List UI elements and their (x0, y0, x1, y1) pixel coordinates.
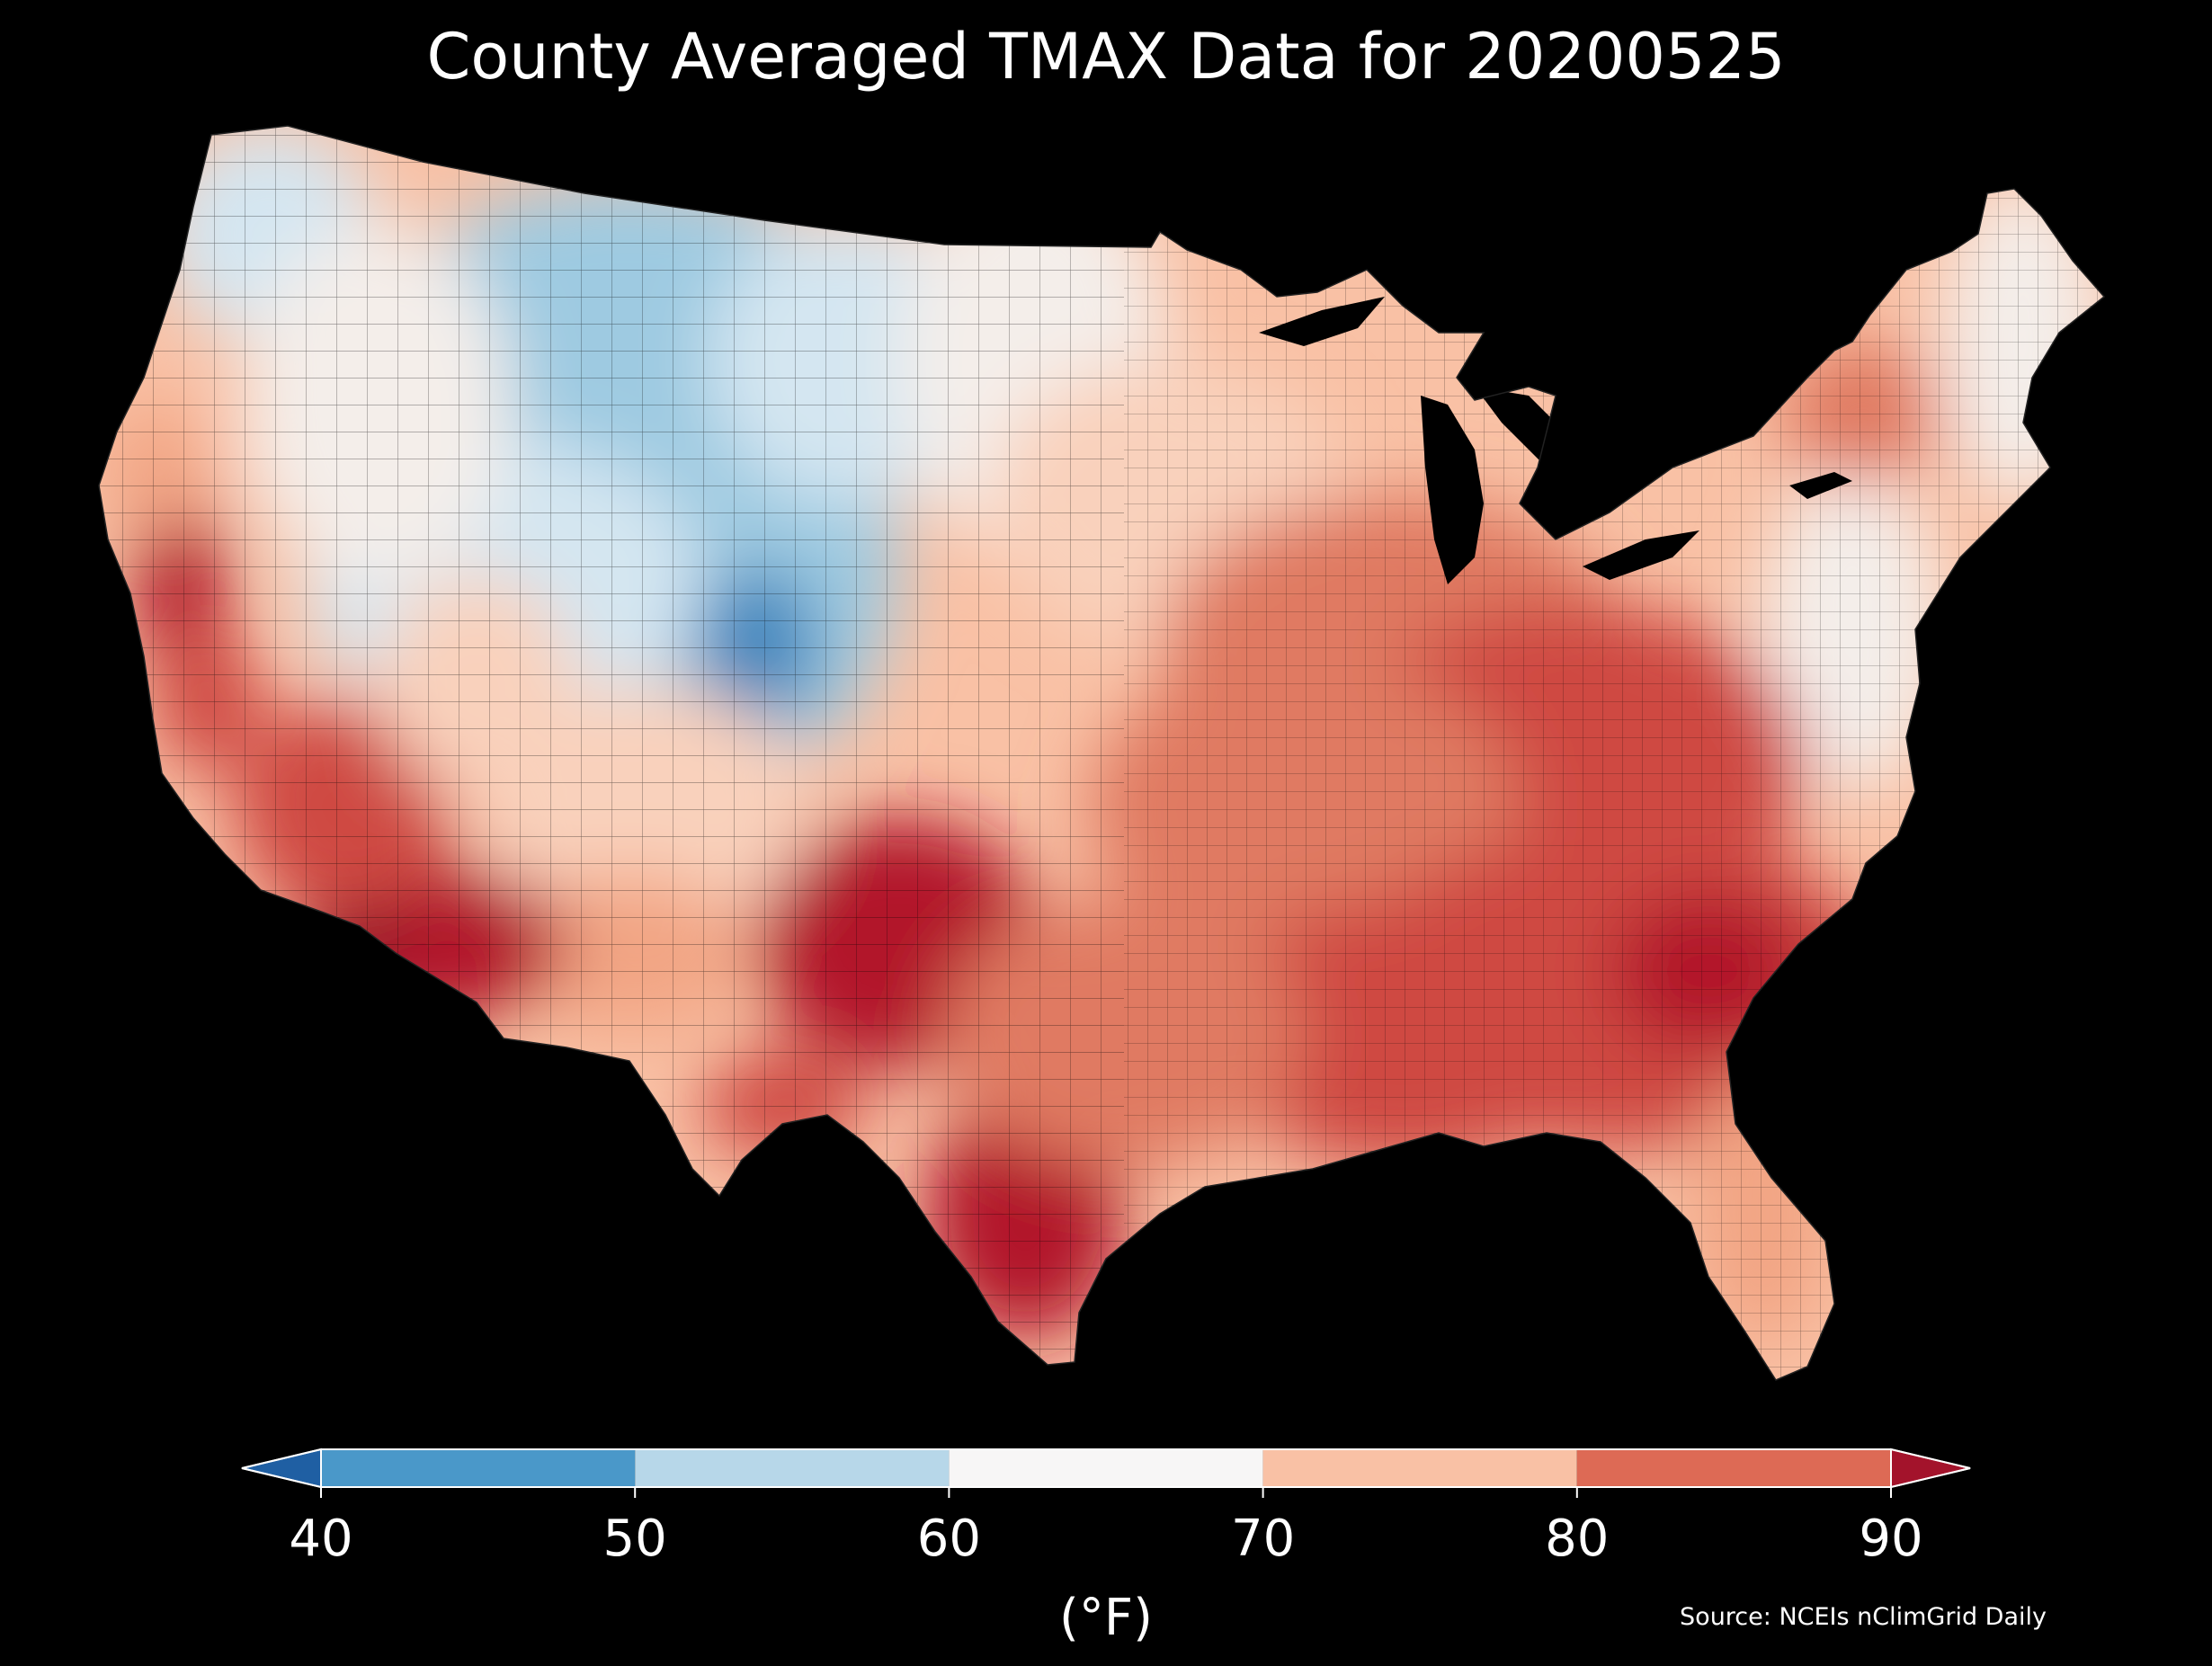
colorbar-bin-3 (949, 1449, 1263, 1487)
colorbar-unit-label: (°F) (1059, 1589, 1153, 1647)
colorbar-bin-5 (1576, 1449, 1891, 1487)
us-border (98, 125, 2106, 1381)
source-credit: Source: NCEIs nClimGrid Daily (1680, 1603, 2047, 1631)
colorbar-tick-label-40: 40 (289, 1510, 353, 1568)
great-lakes (1259, 297, 1852, 584)
colorbar-tick-marks (320, 1487, 1892, 1498)
colorbar-bins (321, 1449, 1891, 1487)
colorbar-tick-label-50: 50 (602, 1510, 667, 1568)
map-title: County Averaged TMAX Data for 20200525 (426, 20, 1786, 94)
colorbar-tick-label-80: 80 (1545, 1510, 1610, 1568)
colorbar-tick-label-90: 90 (1859, 1510, 1923, 1568)
colorbar-tick-label-60: 60 (916, 1510, 982, 1568)
colorbar-over-triangle (1890, 1448, 1971, 1489)
colorbar-under-triangle (241, 1448, 322, 1489)
colorbar-tick-label-70: 70 (1230, 1510, 1296, 1568)
colorbar-bin-1 (321, 1449, 636, 1487)
colorbar-bin-2 (635, 1449, 950, 1487)
colorbar-bin-4 (1262, 1449, 1577, 1487)
